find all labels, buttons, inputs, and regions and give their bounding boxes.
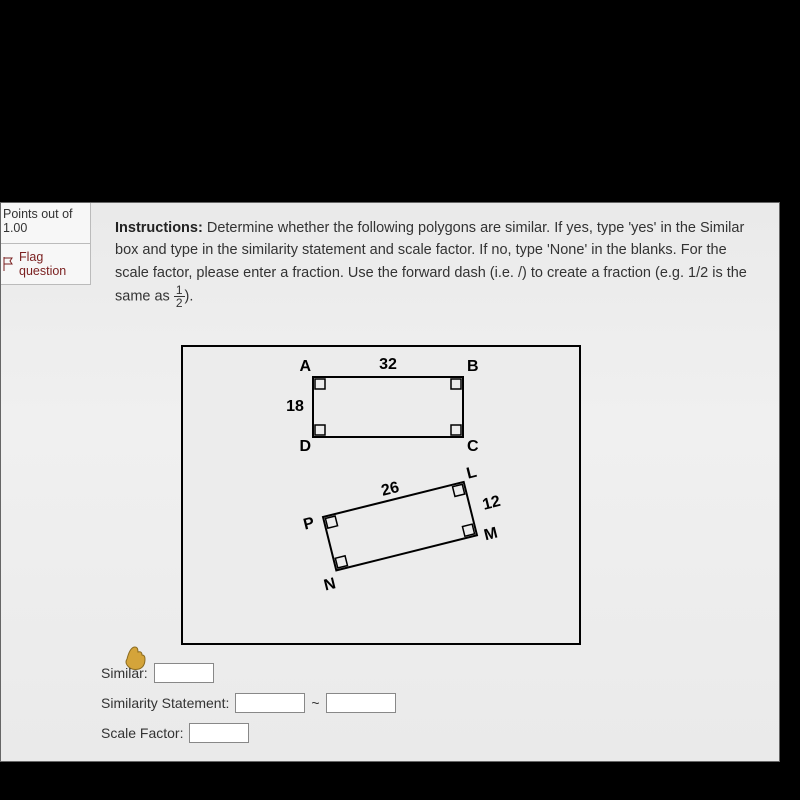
points-label: Points out of <box>3 207 84 221</box>
similar-label: Similar: <box>101 665 148 681</box>
statement-left-input[interactable] <box>235 693 305 713</box>
side-ab-label: 32 <box>379 356 397 373</box>
instructions-body-1: Determine whether the following polygons… <box>115 220 747 305</box>
figure-container: A B C D 32 18 P L M N 26 12 <box>181 345 581 645</box>
statement-label: Similarity Statement: <box>101 695 229 711</box>
right-black-bar <box>780 202 800 762</box>
vertex-c: C <box>467 438 479 455</box>
vertex-b: B <box>467 358 479 375</box>
answer-section: Similar: Similarity Statement: ~ Scale F… <box>101 663 396 753</box>
question-meta-sidebar: Points out of 1.00 Flag question <box>1 203 91 285</box>
flag-question-link[interactable]: Flag question <box>1 244 91 285</box>
instructions-text: Instructions: Determine whether the foll… <box>115 217 751 309</box>
tilde-symbol: ~ <box>311 695 319 711</box>
vertex-l: L <box>465 464 479 483</box>
rectangle-plmn: P L M N 26 12 <box>298 456 512 596</box>
vertex-p: P <box>302 514 317 533</box>
points-box: Points out of 1.00 <box>1 203 91 244</box>
instructions-heading: Instructions: <box>115 220 203 236</box>
side-lm-label: 12 <box>481 493 502 514</box>
side-ad-label: 18 <box>286 398 304 415</box>
fraction-example: 12 <box>174 284 185 309</box>
vertex-d: D <box>299 438 311 455</box>
question-panel: Points out of 1.00 Flag question Instruc… <box>0 202 780 762</box>
scale-label: Scale Factor: <box>101 725 183 741</box>
points-value: 1.00 <box>3 221 84 235</box>
scale-input[interactable] <box>189 723 249 743</box>
vertex-m: M <box>482 525 499 545</box>
geometry-figure: A B C D 32 18 P L M N 26 12 <box>183 347 579 643</box>
side-pl-label: 26 <box>380 479 401 500</box>
instructions-body-2: ). <box>185 289 194 305</box>
rectangle-abcd: A B C D 32 18 <box>286 356 479 455</box>
similar-input[interactable] <box>154 663 214 683</box>
vertex-n: N <box>322 575 337 594</box>
statement-right-input[interactable] <box>326 693 396 713</box>
vertex-a: A <box>299 358 311 375</box>
flag-icon <box>3 257 15 271</box>
flag-label: Flag question <box>19 250 84 278</box>
